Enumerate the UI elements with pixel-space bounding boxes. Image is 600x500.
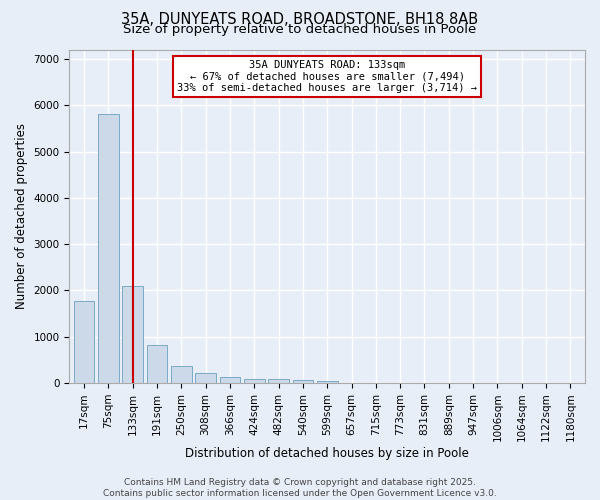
Bar (268, 380, 289, 383)
Bar (195, 374, 216, 383)
Bar (122, 286, 143, 383)
Bar (74, 300, 94, 383)
Text: Contains HM Land Registry data © Crown copyright and database right 2025.
Contai: Contains HM Land Registry data © Crown c… (103, 478, 497, 498)
Bar (171, 366, 191, 383)
Text: 35A, DUNYEATS ROAD, BROADSTONE, BH18 8AB: 35A, DUNYEATS ROAD, BROADSTONE, BH18 8AB (121, 12, 479, 28)
Y-axis label: Number of detached properties: Number of detached properties (15, 124, 28, 310)
Text: Size of property relative to detached houses in Poole: Size of property relative to detached ho… (124, 22, 476, 36)
Bar (293, 380, 313, 383)
Bar (220, 377, 240, 383)
Text: 35A DUNYEATS ROAD: 133sqm
← 67% of detached houses are smaller (7,494)
33% of se: 35A DUNYEATS ROAD: 133sqm ← 67% of detac… (177, 60, 477, 93)
Bar (146, 345, 167, 383)
X-axis label: Distribution of detached houses by size in Poole: Distribution of detached houses by size … (185, 447, 469, 460)
Bar (317, 381, 338, 383)
Bar (98, 114, 119, 383)
Bar (244, 379, 265, 383)
